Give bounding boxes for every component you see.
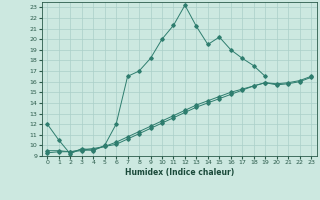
X-axis label: Humidex (Indice chaleur): Humidex (Indice chaleur) [124,168,234,177]
